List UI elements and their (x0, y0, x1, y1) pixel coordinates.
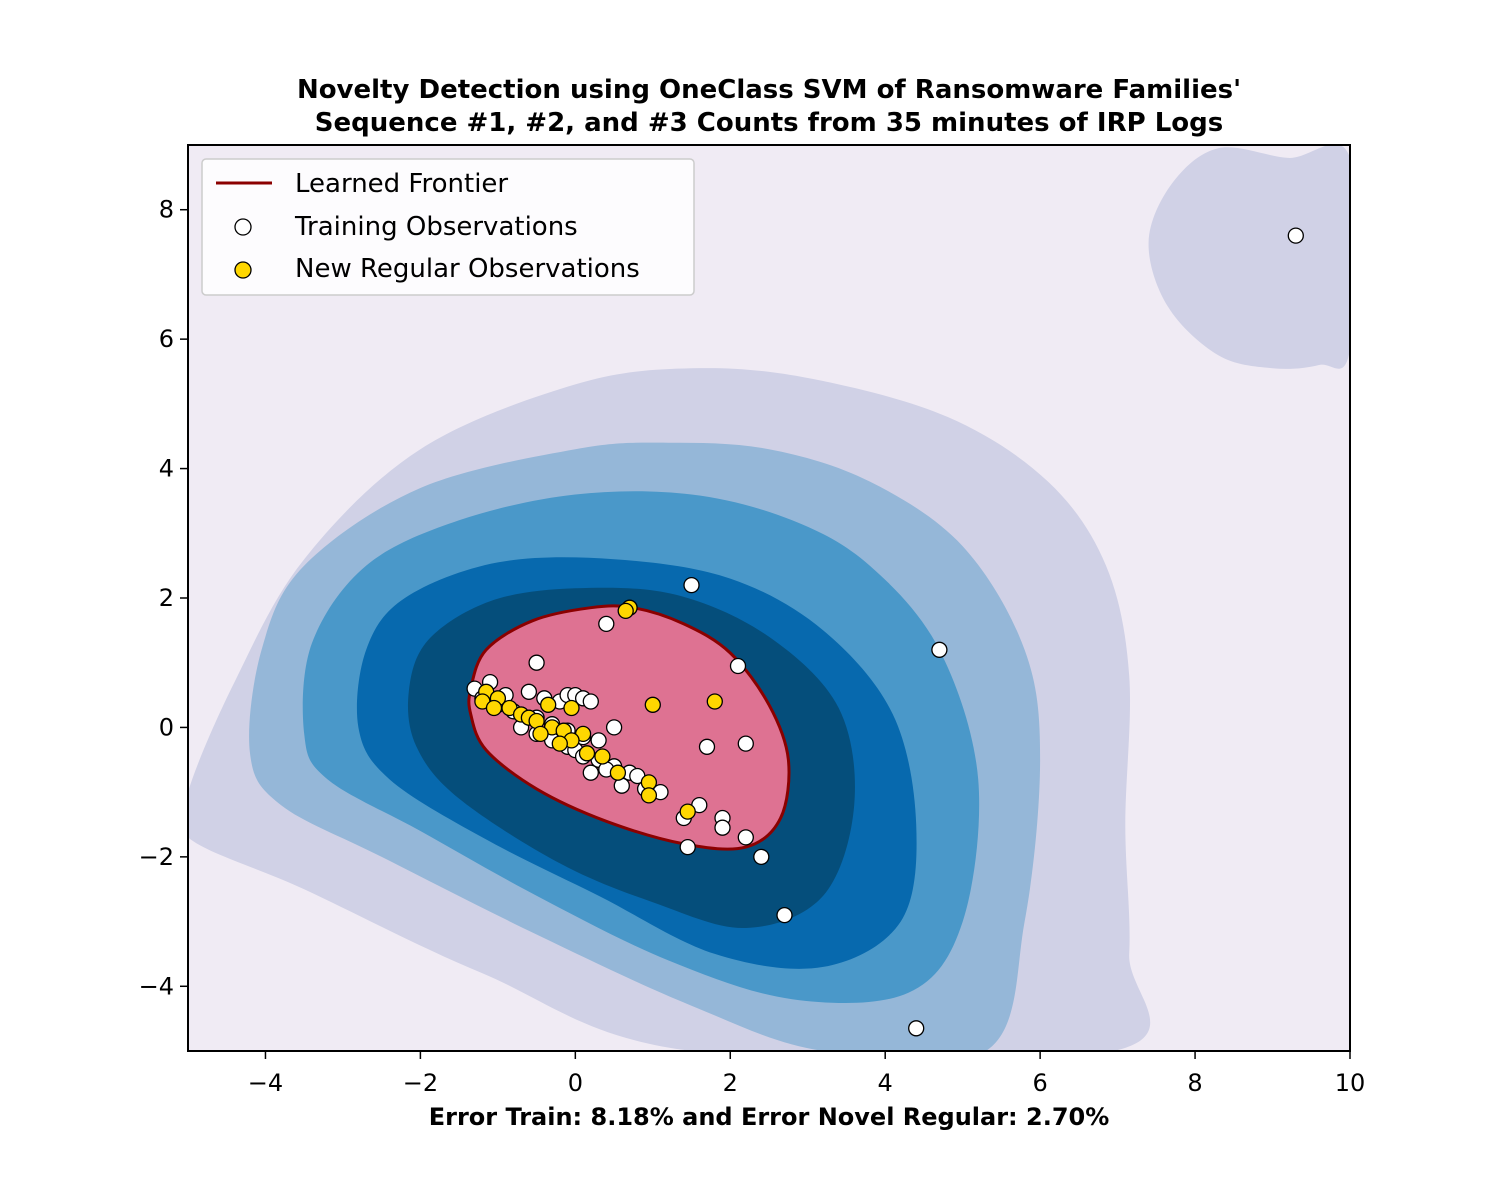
novel-point (578, 745, 596, 762)
x-tick-label: 0 (568, 1069, 583, 1097)
x-tick-label: 8 (1187, 1069, 1202, 1097)
training-point (714, 819, 731, 836)
y-tick-label: 0 (159, 713, 174, 741)
training-point (1287, 227, 1304, 244)
training-point (679, 838, 696, 856)
novel-point (594, 748, 611, 765)
legend-training-swatch (234, 218, 252, 236)
x-tick-label: 4 (878, 1069, 893, 1097)
novel-point (485, 699, 503, 717)
contour-level-1-region-1 (1148, 145, 1350, 369)
training-point (908, 1020, 925, 1037)
novel-point (679, 803, 696, 820)
training-point (605, 719, 623, 736)
y-tick-label: −4 (139, 972, 174, 1000)
x-tick-label: 10 (1335, 1069, 1366, 1097)
learned-frontier (467, 604, 791, 851)
novel-point (532, 725, 549, 743)
training-point (582, 764, 599, 781)
chart-title-line-2: Sequence #1, #2, and #3 Counts from 35 m… (315, 108, 1223, 138)
y-tick-label: 2 (159, 584, 174, 612)
novel-point (563, 699, 580, 717)
training-point (528, 654, 545, 671)
chart-title-line-1: Novelty Detection using OneClass SVM of … (297, 75, 1241, 105)
legend-label-training: Training Observations (294, 212, 578, 242)
training-point (776, 906, 793, 924)
learned-frontier-layer (467, 604, 791, 851)
training-point (931, 641, 948, 658)
training-point (737, 829, 754, 846)
novel-point (644, 696, 661, 713)
x-tick-label: 2 (723, 1069, 738, 1097)
novel-point (609, 764, 627, 781)
training-point (753, 848, 770, 866)
novel-point (551, 735, 568, 752)
training-point (729, 657, 747, 675)
legend: Learned Frontier Training Observations N… (201, 158, 695, 296)
novel-point (640, 787, 658, 804)
training-point (582, 693, 599, 710)
x-tick-label: −2 (403, 1069, 438, 1097)
x-axis-ticks: −4 −2 0 2 4 6 8 10 (248, 1051, 1366, 1097)
training-point (598, 615, 615, 633)
x-tick-label: 6 (1032, 1069, 1047, 1097)
legend-box (201, 158, 695, 296)
x-tick-label: −4 (248, 1069, 283, 1097)
legend-label-frontier: Learned Frontier (295, 169, 508, 199)
y-tick-label: 8 (159, 196, 174, 224)
legend-label-novel: New Regular Observations (295, 254, 640, 284)
training-point (683, 576, 700, 594)
x-axis-label: Error Train: 8.18% and Error Novel Regul… (429, 1103, 1110, 1131)
novel-point (540, 696, 557, 713)
training-point (590, 732, 607, 749)
training-point (698, 738, 716, 755)
novel-observations-layer (474, 599, 723, 820)
y-tick-label: −2 (139, 843, 174, 871)
training-point (520, 683, 538, 700)
y-tick-label: 6 (159, 325, 174, 353)
y-tick-label: 4 (159, 455, 174, 483)
novel-point (706, 693, 723, 710)
novel-point (617, 602, 634, 620)
y-axis-ticks: −4 −2 0 2 4 6 8 (139, 196, 188, 1000)
training-point (737, 735, 754, 752)
legend-novel-swatch (234, 261, 252, 279)
